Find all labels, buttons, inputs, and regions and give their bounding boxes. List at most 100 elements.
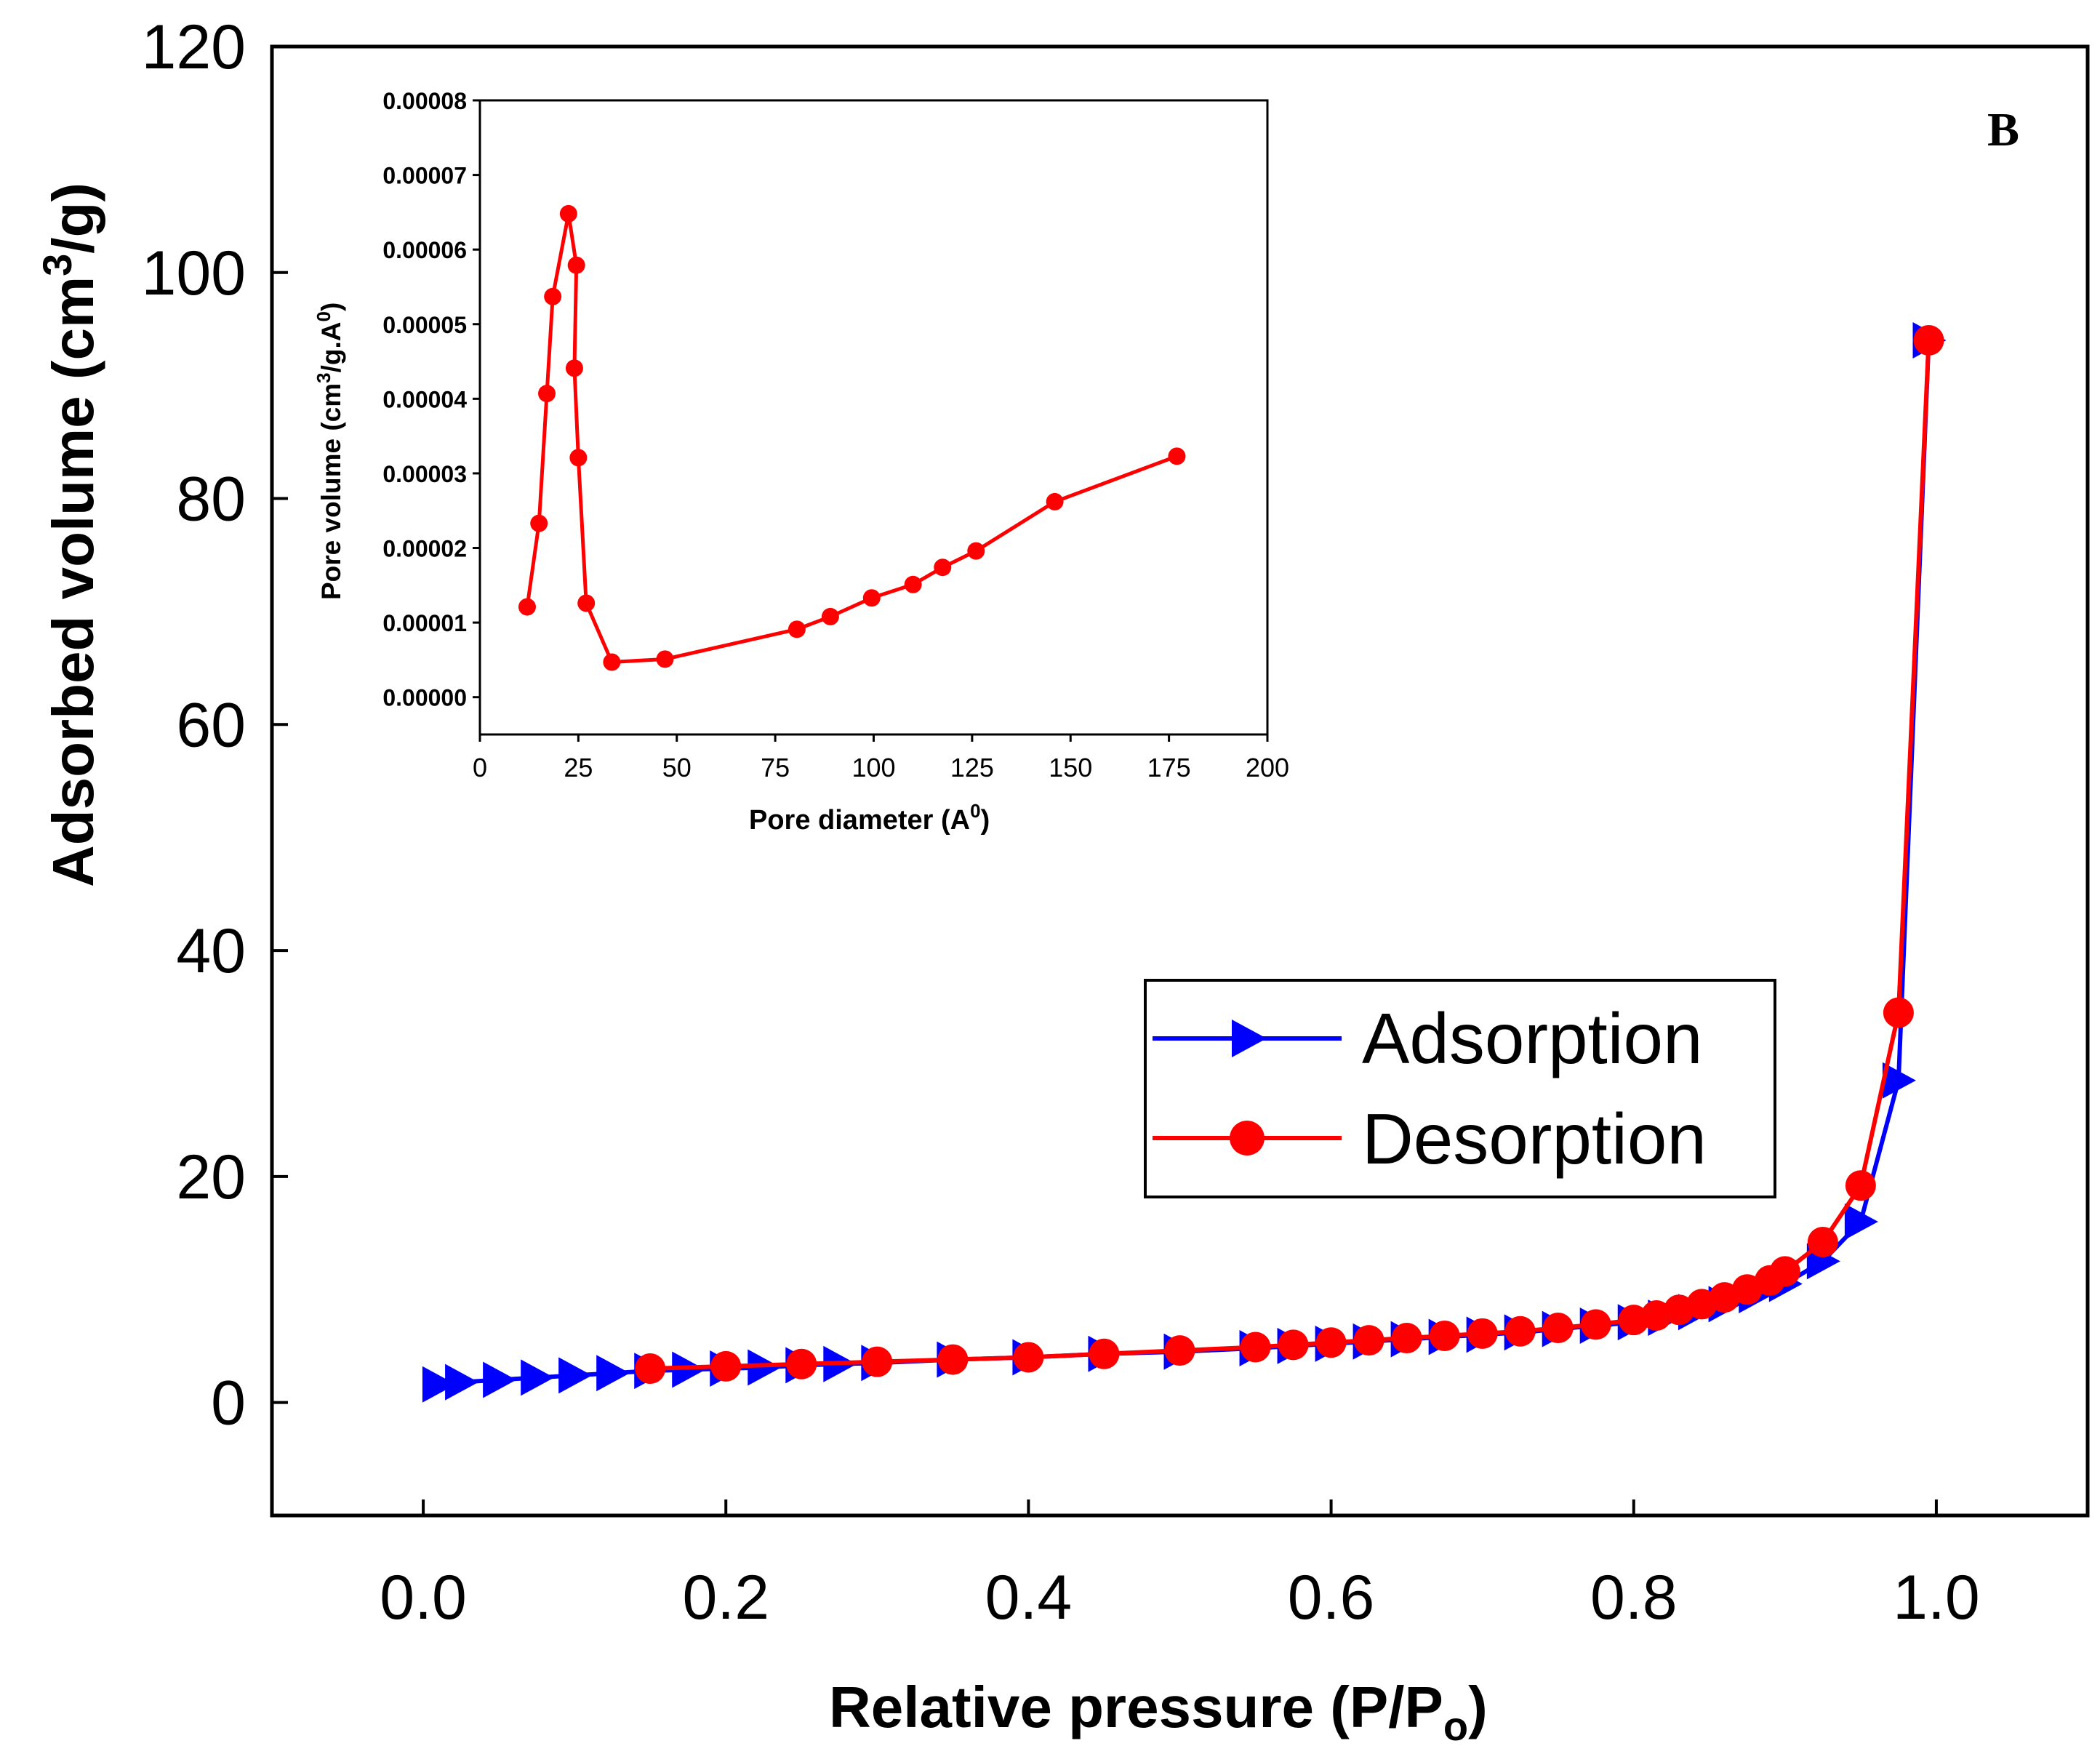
inset-y-tick-label: 0.00002 xyxy=(382,536,467,562)
desorption-point xyxy=(1013,1342,1044,1373)
main-x-axis-label-text: Relative pressure (P/P xyxy=(829,1675,1443,1739)
desorption-point xyxy=(1807,1226,1838,1257)
desorption-point xyxy=(710,1350,742,1382)
adsorption-point xyxy=(521,1359,555,1396)
desorption-point xyxy=(1580,1309,1611,1340)
inset-x-tick-label: 25 xyxy=(564,753,593,782)
legend-adsorption-marker xyxy=(1232,1020,1267,1057)
main-x-axis-ticks: 0.0 0.2 0.4 0.6 0.8 1.0 xyxy=(380,1499,1980,1633)
adsorption-point xyxy=(672,1351,706,1388)
main-x-tick-label: 0.8 xyxy=(1590,1563,1678,1633)
desorption-point xyxy=(1542,1313,1574,1344)
pore-size-point xyxy=(565,359,583,377)
adsorption-point xyxy=(596,1355,630,1392)
legend-adsorption-label: Adsorption xyxy=(1362,998,1703,1078)
desorption-point xyxy=(1391,1323,1422,1354)
main-y-tick-label: 0 xyxy=(211,1369,246,1438)
pore-size-series xyxy=(518,204,1186,671)
adsorption-point xyxy=(483,1361,517,1398)
inset-x-tick-label: 0 xyxy=(473,753,487,782)
desorption-point xyxy=(937,1344,969,1375)
inset-x-tick-label: 175 xyxy=(1147,753,1191,782)
inset-series-layer xyxy=(518,204,1186,671)
desorption-point xyxy=(862,1346,893,1377)
desorption-point xyxy=(1845,1170,1876,1201)
inset-y-axis-ticks: 0.00000 0.00001 0.00002 0.00003 0.00004 0.000… xyxy=(382,88,480,711)
inset-y-tick-label: 0.00005 xyxy=(382,312,467,338)
main-y-tick-label: 80 xyxy=(176,465,246,534)
adsorption-point xyxy=(748,1349,782,1386)
main-y-axis-label-end: /g) xyxy=(41,183,105,254)
main-y-tick-label: 120 xyxy=(142,12,247,82)
desorption-point xyxy=(1467,1318,1498,1349)
inset-y-axis-label-middle: /g.A xyxy=(316,321,346,372)
pore-size-point xyxy=(577,594,596,612)
desorption-point xyxy=(1913,325,1944,356)
desorption-point xyxy=(1278,1329,1309,1361)
desorption-point xyxy=(1618,1305,1649,1336)
inset-x-tick-label: 150 xyxy=(1049,753,1092,782)
main-y-tick-label: 40 xyxy=(176,916,246,986)
adsorption-point xyxy=(558,1357,593,1394)
legend-desorption-marker xyxy=(1230,1121,1265,1156)
pore-size-point xyxy=(1168,447,1186,465)
legend: Adsorption Desorption xyxy=(1144,979,1776,1198)
main-y-tick-label: 20 xyxy=(176,1142,246,1212)
adsorption-point xyxy=(422,1366,456,1403)
inset-x-axis-label: Pore diameter (A0) xyxy=(749,800,990,836)
inset-x-tick-label: 100 xyxy=(851,753,895,782)
main-y-axis-label-superscript: 3 xyxy=(34,254,80,276)
inset-y-axis-label: Pore volume (cm3/g.A0) xyxy=(313,303,346,600)
inset-x-axis-label-end: ) xyxy=(981,805,990,836)
inset-x-tick-label: 75 xyxy=(761,753,790,782)
main-x-tick-label: 1.0 xyxy=(1893,1563,1980,1633)
main-y-tick-label: 100 xyxy=(142,239,247,308)
desorption-point xyxy=(1353,1325,1384,1356)
inset-x-tick-label: 50 xyxy=(662,753,692,782)
adsorption-point xyxy=(1882,1062,1916,1099)
inset-plot-frame xyxy=(478,99,1269,736)
inset-y-axis-label-superscript-2: 0 xyxy=(313,311,334,321)
adsorption-point xyxy=(1844,1204,1878,1240)
desorption-point xyxy=(1315,1327,1347,1358)
pore-size-point xyxy=(788,620,806,638)
legend-box xyxy=(1144,979,1776,1198)
desorption-point xyxy=(635,1353,666,1384)
pore-size-point xyxy=(862,589,881,607)
inset-y-axis-label-end: ) xyxy=(316,303,346,311)
inset-x-tick-label: 125 xyxy=(950,753,994,782)
desorption-point xyxy=(1883,997,1914,1028)
pore-size-point xyxy=(567,256,585,274)
inset-x-axis-ticks: 0 25 50 75 100 125 150 175 200 xyxy=(473,734,1289,782)
pore-size-point xyxy=(656,650,674,668)
pore-size-point xyxy=(569,449,588,467)
pore-size-point xyxy=(821,607,839,625)
desorption-point xyxy=(1429,1320,1460,1351)
main-y-axis-label: Adsorbed volume (cm3/g) xyxy=(34,183,105,887)
pore-size-point xyxy=(544,287,562,305)
desorption-point xyxy=(1240,1331,1271,1363)
inset-y-tick-label: 0.00006 xyxy=(382,237,467,263)
main-series-layer xyxy=(422,322,1947,1403)
desorption-point xyxy=(1089,1338,1120,1369)
pore-size-point xyxy=(934,558,952,577)
inset-y-tick-label: 0.00008 xyxy=(382,88,467,114)
inset-y-tick-label: 0.00000 xyxy=(382,685,467,711)
desorption-point xyxy=(1769,1256,1800,1287)
main-x-tick-label: 0.6 xyxy=(1288,1563,1375,1633)
inset-y-axis-label-text: Pore volume (cm xyxy=(316,383,346,600)
main-x-tick-label: 0.0 xyxy=(380,1563,467,1633)
desorption-point xyxy=(1504,1316,1536,1347)
inset-x-axis-label-superscript: 0 xyxy=(970,800,980,822)
desorption-series xyxy=(635,325,1944,1384)
inset-y-tick-label: 0.00001 xyxy=(382,610,467,636)
inset-y-axis-label-superscript: 3 xyxy=(313,372,334,383)
main-x-axis-label-end: ) xyxy=(1468,1675,1488,1739)
pore-size-point xyxy=(530,514,548,532)
inset-y-tick-label: 0.00004 xyxy=(382,386,467,412)
main-y-tick-label: 60 xyxy=(176,690,246,760)
inset-x-tick-label: 200 xyxy=(1246,753,1289,782)
pore-size-point xyxy=(559,204,577,223)
main-y-axis-ticks: 0 20 40 60 80 100 120 xyxy=(142,12,288,1438)
